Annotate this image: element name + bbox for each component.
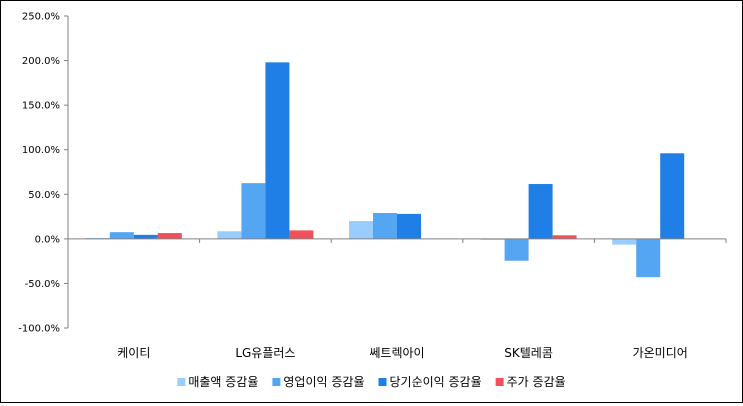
bar (552, 235, 577, 239)
x-category-label: 쎄트렉아이 (369, 346, 424, 360)
x-category-label: 가온미디어 (633, 346, 688, 360)
legend-item: 영업이익 증감율 (272, 375, 365, 389)
legend-label: 주가 증감율 (507, 375, 566, 389)
legend-item: 매출액 증감율 (177, 375, 258, 389)
plot-area (85, 62, 685, 278)
legend: 매출액 증감율 영업이익 증감율 당기순이익 증감율 주가 증감율 (177, 375, 566, 389)
y-tick-label: 250.0% (22, 12, 60, 23)
bar (612, 238, 637, 245)
y-tick-label: -100.0% (18, 324, 60, 335)
y-tick-label: 200.0% (22, 56, 60, 67)
y-tick-label: 100.0% (22, 145, 60, 156)
x-category-label: LG유플러스 (235, 346, 295, 360)
legend-swatch (378, 378, 387, 386)
legend-label: 영업이익 증감율 (283, 375, 364, 389)
x-category-label: 케이티 (117, 346, 150, 360)
legend-item: 당기순이익 증감율 (378, 375, 482, 389)
bar (157, 233, 182, 239)
y-tick-label: 50.0% (28, 190, 60, 201)
bar (265, 62, 290, 239)
bar (636, 238, 661, 278)
legend-swatch (272, 378, 281, 386)
bar (397, 213, 421, 239)
bar (349, 221, 373, 239)
legend-label: 당기순이익 증감율 (390, 375, 482, 389)
bar (373, 213, 397, 239)
y-axis: -100.0% -50.0% 0.0% 50.0% 100.0% 150.0% 200.0%… (18, 12, 69, 335)
x-category-label: SK텔레콤 (504, 346, 553, 360)
y-tick-label: 0.0% (35, 234, 60, 245)
legend-item: 주가 증감율 (495, 375, 566, 389)
bar (504, 238, 529, 261)
legend-swatch (495, 378, 504, 386)
bar (109, 232, 134, 239)
bar (660, 153, 685, 239)
bar (217, 231, 242, 239)
x-axis: 케이티 LG유플러스 쎄트렉아이 SK텔레콤 가온미디어 (67, 238, 727, 360)
bar (528, 184, 553, 239)
legend-label: 매출액 증감율 (188, 375, 258, 389)
bar (241, 183, 266, 239)
y-tick-label: -50.0% (25, 279, 60, 290)
bar (133, 234, 158, 239)
bar (289, 230, 314, 239)
legend-swatch (177, 378, 186, 386)
y-tick-label: 150.0% (22, 101, 60, 112)
